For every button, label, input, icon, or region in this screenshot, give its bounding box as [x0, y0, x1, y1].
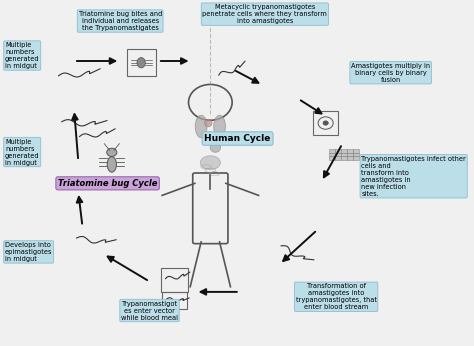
Text: Transformation of
amastigotes into
trypanomastigotes, that
enter blood stream: Transformation of amastigotes into trypa…	[296, 283, 377, 310]
Text: Amastigotes multiply in
binary cells by binary
fusion: Amastigotes multiply in binary cells by …	[351, 63, 430, 83]
Text: Triatomine bug bites and
individual and releases
the Trypanomastigates: Triatomine bug bites and individual and …	[79, 11, 162, 31]
Text: Triatomine bug Cycle: Triatomine bug Cycle	[58, 179, 157, 188]
Circle shape	[107, 148, 117, 156]
FancyBboxPatch shape	[329, 153, 335, 156]
Ellipse shape	[195, 115, 207, 138]
FancyBboxPatch shape	[329, 149, 335, 153]
FancyBboxPatch shape	[341, 153, 347, 156]
Text: Metacyclic trypanomastigotes
penetrate cells where they transform
into amastigot: Metacyclic trypanomastigotes penetrate c…	[202, 4, 327, 24]
Ellipse shape	[214, 115, 226, 138]
Text: Multiple
numbers
generated
in midgut: Multiple numbers generated in midgut	[5, 138, 39, 165]
Ellipse shape	[210, 142, 220, 152]
Text: Trypanomastigotes infect other
cells and
transform into
amastigotes in
new infec: Trypanomastigotes infect other cells and…	[361, 156, 466, 197]
FancyBboxPatch shape	[353, 149, 359, 153]
Circle shape	[323, 121, 328, 125]
FancyBboxPatch shape	[353, 156, 359, 160]
Text: Human Cycle: Human Cycle	[204, 134, 271, 143]
Text: Develops into
epimastigotes
in midgut: Develops into epimastigotes in midgut	[5, 242, 53, 262]
FancyBboxPatch shape	[347, 153, 353, 156]
Ellipse shape	[201, 156, 220, 170]
Ellipse shape	[107, 157, 117, 172]
Text: Trypanomastigot
es enter vector
while blood meal: Trypanomastigot es enter vector while bl…	[121, 301, 178, 320]
FancyBboxPatch shape	[353, 153, 359, 156]
Text: Multiple
numbers
generated
in midgut: Multiple numbers generated in midgut	[5, 42, 39, 69]
Ellipse shape	[204, 119, 212, 127]
FancyBboxPatch shape	[341, 156, 347, 160]
FancyBboxPatch shape	[347, 149, 353, 153]
FancyBboxPatch shape	[347, 156, 353, 160]
FancyBboxPatch shape	[335, 153, 341, 156]
FancyBboxPatch shape	[329, 156, 335, 160]
FancyBboxPatch shape	[335, 149, 341, 153]
Ellipse shape	[137, 57, 146, 68]
FancyBboxPatch shape	[335, 156, 341, 160]
FancyBboxPatch shape	[341, 149, 347, 153]
